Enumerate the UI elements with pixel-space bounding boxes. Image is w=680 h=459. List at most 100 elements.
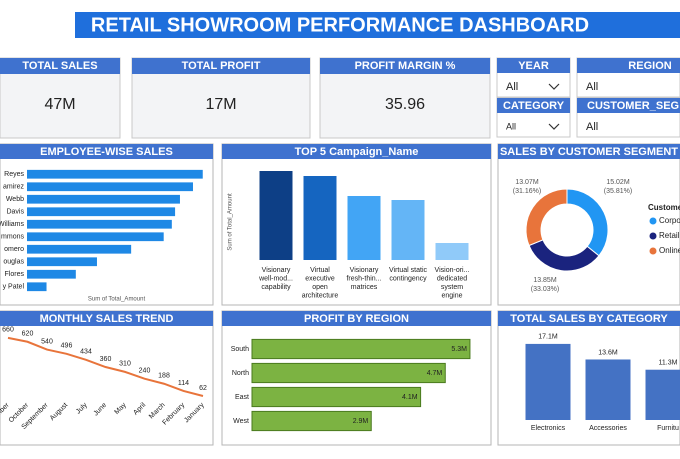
panel-title: TOTAL SALES BY CATEGORY	[510, 313, 668, 325]
value-label: 13.6M	[598, 349, 618, 356]
slicer-value: All	[586, 81, 598, 93]
category-label: North	[232, 370, 249, 377]
dashboard-title: RETAIL SHOWROOM PERFORMANCE DASHBOARD	[91, 14, 589, 36]
bar	[645, 369, 680, 420]
value-label: 13.85M	[533, 277, 557, 284]
bar	[251, 410, 372, 432]
category-label: West	[233, 418, 249, 425]
bar	[251, 362, 446, 384]
panel-title: MONTHLY SALES TREND	[40, 313, 174, 325]
bar	[347, 196, 381, 260]
bar	[27, 257, 97, 267]
category-label: Webb	[6, 196, 24, 203]
kpi-value: 47M	[44, 96, 75, 113]
bar	[27, 244, 132, 254]
category-label: Visionary	[350, 267, 379, 274]
axis-title: Sum of Total_Amount	[88, 297, 146, 303]
category-label: fresh-thin...	[346, 275, 381, 282]
category-label: dedicated	[437, 275, 467, 282]
category-label: Visionary	[262, 267, 291, 274]
value-label: 11.3M	[659, 360, 678, 367]
category-label: Vision-ori...	[435, 267, 470, 274]
percent-label: (35.81%)	[604, 188, 632, 195]
bar	[27, 269, 76, 279]
value-label: 2.9M	[353, 418, 369, 425]
value-label: 13.07M	[515, 179, 539, 186]
slicer-value: All	[506, 121, 516, 131]
bar	[251, 386, 422, 408]
value-label: 5.3M	[451, 346, 467, 353]
category-label: contingency	[389, 275, 427, 282]
kpi-header	[132, 58, 310, 74]
slicer-label: CUSTOMER_SEG	[587, 100, 679, 112]
value-label: 310	[119, 361, 131, 368]
panel-title: EMPLOYEE-WISE SALES	[40, 146, 173, 158]
bar	[525, 343, 571, 420]
panel-title: PROFIT BY REGION	[304, 313, 409, 325]
legend-swatch	[649, 247, 657, 255]
title-banner	[75, 12, 680, 38]
panel	[497, 143, 680, 306]
category-label: South	[231, 346, 249, 353]
value-label: 62	[199, 385, 207, 392]
slicer-label: YEAR	[518, 60, 549, 72]
slicer-value: All	[506, 81, 518, 93]
category-label: architecture	[302, 292, 339, 299]
panel-header	[222, 311, 491, 326]
panel-header	[498, 311, 680, 326]
category-label: Virtual static	[389, 267, 427, 274]
value-label: 540	[41, 338, 53, 345]
panel-header	[0, 311, 213, 326]
panel-title: SALES BY CUSTOMER SEGMENT	[500, 146, 678, 158]
value-label: 114	[178, 380, 189, 387]
bar	[585, 359, 631, 420]
category-label: Furnitu	[657, 425, 679, 432]
legend-label: Corpo	[659, 216, 680, 225]
category-label: y Patel	[3, 284, 25, 291]
value-label: 188	[158, 373, 170, 380]
bar	[27, 194, 180, 204]
category-label: Accessories	[589, 425, 627, 432]
dropdown-chevron	[548, 83, 560, 90]
percent-label: (33.03%)	[531, 286, 559, 293]
category-label: Electronics	[531, 425, 566, 432]
category-label: Williams	[0, 221, 24, 228]
legend-swatch	[649, 232, 657, 240]
kpi-value: 35.96	[385, 96, 425, 113]
category-label: ouglas	[3, 259, 24, 266]
slicer-header	[497, 98, 570, 113]
bar	[259, 171, 293, 260]
slicer-header	[577, 58, 680, 73]
slicer-header	[497, 58, 570, 73]
axis-title: Sum of Total_Amount	[228, 193, 234, 251]
slicer-label: REGION	[628, 60, 671, 72]
legend-label: Retail	[659, 231, 680, 240]
category-label: engine	[441, 292, 462, 299]
category-label: Reyes	[4, 171, 24, 178]
value-label: 15.02M	[606, 179, 630, 186]
kpi-value: 17M	[205, 96, 236, 113]
category-label: system	[441, 284, 463, 291]
panel-header	[0, 144, 213, 159]
category-label: Davis	[6, 209, 24, 216]
bar	[27, 169, 203, 179]
kpi-header	[320, 58, 490, 74]
category-label: executive	[305, 275, 335, 282]
category-label: open	[312, 284, 328, 291]
bar	[27, 282, 47, 292]
bar	[27, 219, 172, 229]
kpi-label: PROFIT MARGIN %	[355, 60, 456, 72]
panel-header	[222, 144, 491, 159]
category-label: well-mod...	[258, 275, 293, 282]
value-label: 496	[61, 343, 73, 350]
value-label: 620	[22, 331, 34, 338]
bar	[303, 176, 337, 260]
slicer-header	[577, 98, 680, 113]
category-label: amirez	[3, 184, 25, 191]
panel-header	[498, 144, 680, 159]
bar	[27, 232, 164, 242]
value-label: 4.7M	[427, 370, 443, 377]
line	[7, 336, 204, 397]
slicer-value: All	[586, 121, 598, 133]
